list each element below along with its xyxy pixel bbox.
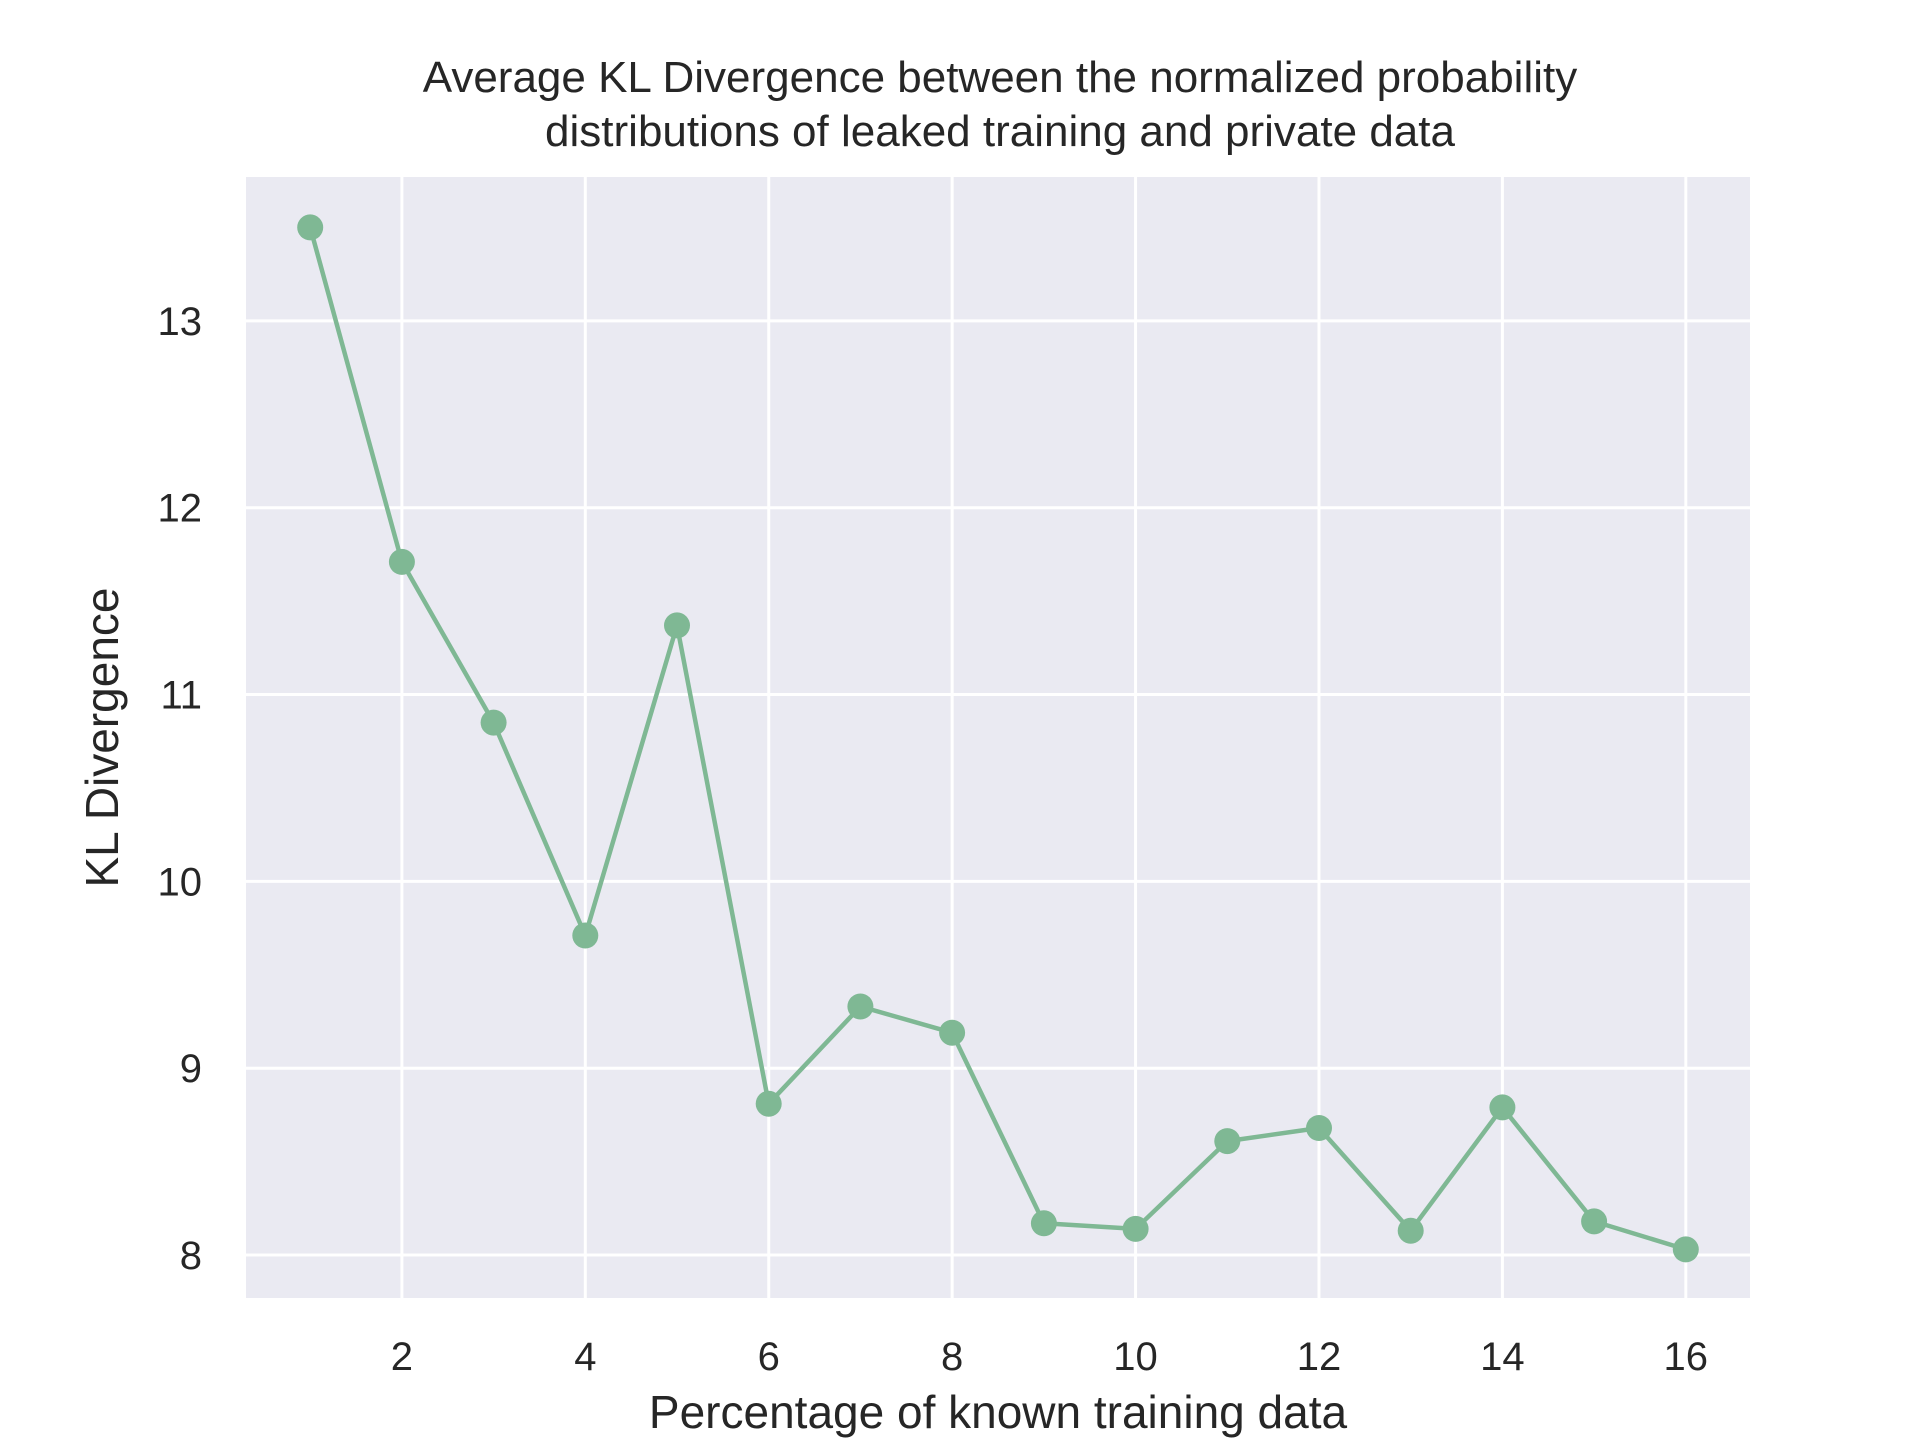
y-tick-labels: 8 9 10 11 12 13 xyxy=(158,300,203,1278)
data-point xyxy=(572,922,599,949)
data-point xyxy=(1306,1115,1332,1141)
y-tick-label: 8 xyxy=(180,1234,202,1278)
data-point xyxy=(664,612,690,639)
x-tick-label: 8 xyxy=(941,1335,963,1379)
chart-title-line-2: distributions of leaked training and pri… xyxy=(545,107,1455,156)
data-point xyxy=(297,214,324,241)
y-tick-label: 9 xyxy=(180,1047,202,1091)
x-tick-label: 4 xyxy=(574,1335,596,1379)
y-tick-label: 10 xyxy=(158,860,203,904)
series-line xyxy=(307,225,1689,1252)
data-point xyxy=(1030,1210,1057,1237)
data-point xyxy=(755,1090,782,1117)
data-point xyxy=(388,548,415,575)
x-tick-label: 6 xyxy=(758,1335,780,1379)
x-tick-label: 10 xyxy=(1113,1335,1158,1379)
y-tick-label: 13 xyxy=(158,300,203,344)
x-tick-label: 12 xyxy=(1297,1335,1342,1379)
data-point xyxy=(480,709,507,736)
x-tick-labels: 2 4 6 8 10 12 14 16 xyxy=(391,1335,1708,1379)
series-layer xyxy=(297,214,1699,1263)
x-tick-label: 2 xyxy=(391,1335,413,1379)
y-tick-label: 12 xyxy=(158,487,203,531)
data-point xyxy=(1122,1215,1149,1242)
gridlines xyxy=(246,177,1750,1298)
data-point xyxy=(1489,1094,1516,1121)
data-point xyxy=(1214,1128,1241,1155)
x-tick-label: 16 xyxy=(1664,1335,1709,1379)
chart-title: Average KL Divergence between the normal… xyxy=(423,53,1577,156)
data-point xyxy=(847,993,874,1020)
x-tick-label: 14 xyxy=(1480,1335,1525,1379)
data-point xyxy=(1672,1236,1699,1263)
x-axis-label: Percentage of known training data xyxy=(649,1386,1348,1438)
data-point xyxy=(1581,1208,1608,1235)
data-point xyxy=(939,1019,966,1046)
data-point xyxy=(1397,1217,1424,1244)
y-tick-label: 11 xyxy=(160,674,202,718)
chart-title-line-1: Average KL Divergence between the normal… xyxy=(423,53,1577,102)
y-axis-label: KL Divergence xyxy=(76,587,128,887)
